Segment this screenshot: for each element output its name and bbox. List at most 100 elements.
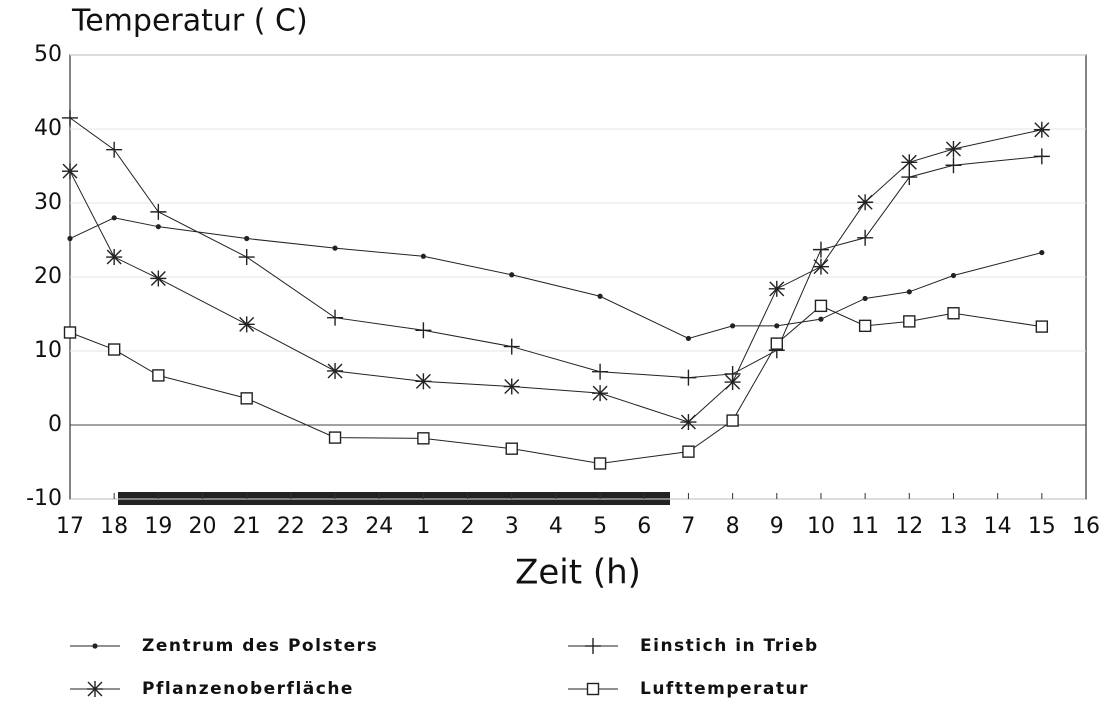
marker: [945, 140, 962, 157]
marker: [901, 169, 918, 186]
marker-dot: [509, 272, 515, 278]
marker: [327, 362, 344, 379]
marker-dot: [950, 272, 957, 279]
marker: [682, 445, 695, 458]
marker: [107, 343, 121, 356]
marker-dot: [730, 323, 736, 329]
x-tick-label: 6: [637, 514, 651, 539]
marker: [62, 163, 78, 180]
marker: [150, 203, 167, 220]
marker: [503, 378, 520, 395]
marker-dot: [906, 289, 912, 295]
marker-square: [586, 682, 600, 696]
marker: [62, 109, 78, 126]
marker: [420, 253, 426, 259]
marker-dot: [420, 253, 426, 259]
x-tick-label: 19: [144, 514, 172, 539]
marker-square: [947, 307, 960, 320]
series-line: [69, 117, 1042, 379]
marker-square: [240, 392, 253, 405]
marker: [586, 682, 600, 696]
legend-marker: [87, 681, 103, 697]
y-tick-label: 20: [34, 264, 62, 289]
marker: [901, 154, 918, 171]
marker: [238, 249, 255, 266]
x-tick-label: 20: [189, 514, 217, 539]
x-tick-label: 22: [277, 514, 305, 539]
x-tick-label: 23: [321, 514, 349, 539]
x-tick-label: 17: [56, 514, 84, 539]
marker: [770, 337, 783, 350]
marker: [774, 323, 780, 329]
marker: [1033, 148, 1050, 165]
legend-marker: [585, 638, 601, 654]
marker: [417, 432, 430, 445]
marker: [857, 194, 874, 211]
marker-dot: [111, 215, 117, 221]
legend-marker: [92, 643, 98, 649]
marker: [593, 457, 607, 470]
marker: [240, 392, 253, 405]
marker-square: [682, 445, 695, 458]
marker-square: [152, 369, 165, 382]
marker-square: [903, 315, 916, 328]
x-tick-label: 4: [549, 514, 563, 539]
marker-square: [1035, 320, 1049, 333]
legend-label: Zentrum des Polsters: [142, 636, 378, 656]
marker-square: [726, 414, 739, 427]
x-tick-label: 15: [1028, 514, 1056, 539]
x-tick-label: 8: [726, 514, 740, 539]
marker-square: [593, 457, 607, 470]
marker: [730, 323, 736, 329]
x-tick-label: 21: [233, 514, 261, 539]
marker: [724, 374, 741, 391]
marker: [111, 215, 117, 221]
marker: [509, 272, 515, 278]
marker: [585, 638, 601, 654]
marker: [244, 235, 250, 242]
marker: [503, 338, 520, 355]
marker: [152, 369, 165, 382]
y-tick-label: 30: [34, 190, 62, 215]
y-tick-label: 40: [34, 116, 62, 141]
marker: [592, 363, 609, 380]
marker: [592, 385, 609, 402]
marker-square: [417, 432, 430, 445]
marker: [680, 369, 697, 386]
marker-dot: [685, 335, 692, 342]
marker: [332, 245, 338, 251]
marker: [768, 280, 785, 297]
marker-dot: [332, 245, 338, 251]
y-tick-label: 0: [48, 412, 62, 437]
marker: [150, 270, 167, 287]
series-line: [69, 129, 1042, 423]
marker: [92, 643, 98, 649]
x-tick-label: 24: [365, 514, 393, 539]
marker: [106, 141, 123, 158]
marker: [906, 289, 912, 295]
marker-dot: [92, 643, 98, 649]
marker-dot: [155, 224, 161, 230]
marker: [726, 414, 739, 427]
x-tick-label: 3: [505, 514, 519, 539]
x-tick-label: 5: [593, 514, 607, 539]
marker: [327, 309, 344, 326]
marker: [238, 316, 255, 333]
marker: [858, 319, 872, 333]
marker: [505, 442, 518, 455]
marker-square: [63, 326, 77, 339]
marker: [328, 431, 342, 444]
marker-dot: [774, 323, 780, 329]
marker-square: [505, 442, 518, 455]
marker: [415, 373, 432, 390]
y-tick-label: 50: [34, 42, 62, 67]
marker: [87, 681, 103, 697]
marker: [1035, 320, 1049, 333]
marker-square: [858, 319, 872, 333]
legend-label: Pflanzenoberfläche: [142, 679, 354, 699]
marker: [1039, 249, 1045, 256]
marker: [903, 315, 916, 328]
marker: [818, 316, 824, 322]
marker-square: [814, 299, 828, 313]
